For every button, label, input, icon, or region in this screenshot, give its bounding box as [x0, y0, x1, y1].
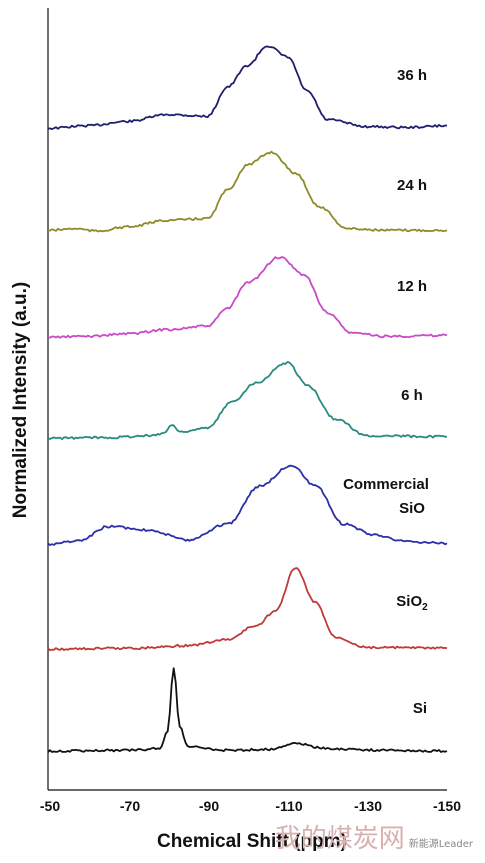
series-label-sio: SiO: [399, 500, 425, 517]
subscript-2: 2: [422, 602, 428, 613]
series-label-24h: 24 h: [397, 177, 427, 194]
watermark-main: 我的煤炭网: [274, 824, 405, 854]
watermark: 我的煤炭网 新能源Leader: [275, 818, 473, 855]
x-tick-label: -110: [275, 798, 302, 814]
series-label-si: Si: [413, 700, 427, 717]
series-line-24-h: [47, 150, 448, 233]
series-line-6-h: [47, 361, 448, 441]
series-label-6h: 6 h: [401, 387, 423, 404]
x-tick-label: -130: [354, 798, 382, 814]
series-label-commercial: Commercial: [343, 476, 429, 493]
x-tick-label: -150: [433, 798, 461, 814]
series-label-sio2: SiO2: [396, 593, 428, 613]
series-line-si: [47, 667, 448, 753]
x-axis-label: Chemical Shift (ppm): [157, 831, 347, 852]
x-tick-label: -50: [40, 798, 60, 814]
series-line-commercial-sio: [47, 464, 448, 546]
series-line-sio2: [47, 567, 448, 652]
x-tick-label: -90: [199, 798, 219, 814]
series-label-12h: 12 h: [397, 278, 427, 295]
series-line-12-h: [47, 256, 448, 339]
watermark-sub: 新能源Leader: [408, 839, 473, 850]
series-line-36-h: [47, 45, 448, 130]
y-axis-label: Normalized Intensity (a.u.): [10, 282, 31, 518]
x-tick-label: -70: [120, 798, 140, 814]
series-label-36h: 36 h: [397, 67, 427, 84]
